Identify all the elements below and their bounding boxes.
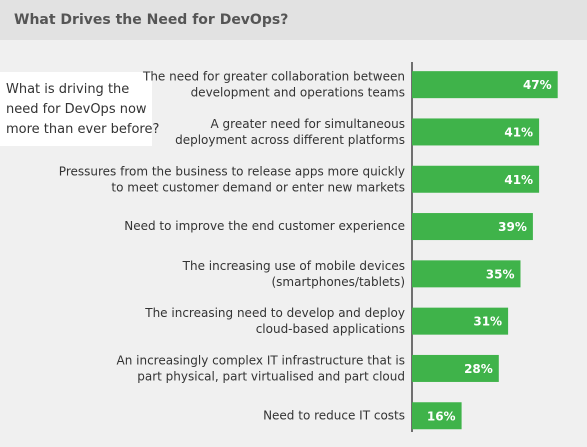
value-label: 31% bbox=[473, 315, 502, 329]
category-label: The increasing need to develop and deplo… bbox=[144, 306, 405, 336]
category-label: Need to improve the end customer experie… bbox=[124, 219, 405, 233]
question: What is driving the need for DevOps now mo… bbox=[6, 82, 159, 137]
bar bbox=[412, 402, 462, 430]
category-label: An increasingly complex IT infrastructur… bbox=[117, 353, 405, 383]
value-label: 39% bbox=[498, 220, 527, 234]
category-label: A greater need for simultaneous deploymen… bbox=[175, 116, 405, 146]
value-label: 41% bbox=[504, 173, 533, 187]
category-label: The increasing use of mobile devices (sma… bbox=[182, 258, 405, 288]
chart-title: What Drives the Need for DevOps? bbox=[14, 12, 288, 28]
value-label: 28% bbox=[464, 362, 493, 376]
bar bbox=[412, 354, 499, 382]
header bbox=[0, 0, 587, 40]
value-label: 47% bbox=[523, 78, 552, 92]
value-label: 41% bbox=[504, 125, 533, 139]
bar bbox=[412, 213, 533, 241]
bar bbox=[412, 118, 540, 146]
bar bbox=[412, 165, 540, 193]
category-label: The need for greater collaboration betwe… bbox=[142, 69, 405, 99]
value-label: 35% bbox=[486, 267, 515, 281]
value-label: 16% bbox=[427, 409, 456, 423]
bar bbox=[412, 307, 509, 335]
bar bbox=[412, 71, 558, 99]
category-label: Need to reduce IT costs bbox=[263, 408, 405, 422]
bar bbox=[412, 260, 521, 288]
category-label: Pressures from the business to release a… bbox=[59, 164, 405, 194]
question-box bbox=[0, 72, 152, 146]
